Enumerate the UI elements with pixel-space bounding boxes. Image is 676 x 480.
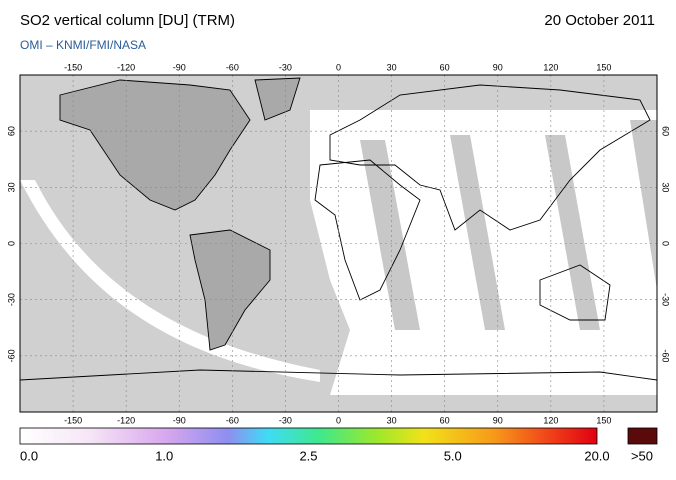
y-tick-label-right: -60 xyxy=(661,349,671,362)
x-tick-label-top: 0 xyxy=(336,62,341,72)
y-tick-label-left: 30 xyxy=(6,182,16,192)
colorbar-overflow xyxy=(627,427,658,445)
x-tick-label-top: 120 xyxy=(543,62,558,72)
colorbar-label: 20.0 xyxy=(584,448,609,463)
x-tick-label-bottom: -60 xyxy=(226,415,239,425)
swath xyxy=(545,135,600,330)
colorbar-overflow-label: >50 xyxy=(631,448,653,463)
x-tick-label-bottom: 150 xyxy=(596,415,611,425)
ticks: -150 -150 -120 -120 -90 -90 -60 -60 -30 -30 0 0 30 30… xyxy=(6,62,670,425)
colorbar-label: 5.0 xyxy=(444,448,462,463)
x-tick-label-bottom: 90 xyxy=(493,415,503,425)
y-tick-label-left: 60 xyxy=(6,126,16,136)
x-tick-label-bottom: -90 xyxy=(173,415,186,425)
x-tick-label-bottom: -30 xyxy=(279,415,292,425)
x-tick-label-top: 90 xyxy=(493,62,503,72)
x-tick-label-bottom: 0 xyxy=(336,415,341,425)
x-tick-label-top: -120 xyxy=(117,62,135,72)
x-tick-label-bottom: -120 xyxy=(117,415,135,425)
x-tick-label-bottom: 30 xyxy=(387,415,397,425)
south-america xyxy=(189,229,271,351)
colorbar-label: 0.0 xyxy=(20,448,38,463)
subtitle: OMI – KNMI/FMI/NASA xyxy=(20,38,146,52)
colorbar-labels: 0.0 1.0 2.5 5.0 20.0 xyxy=(20,448,610,463)
x-tick-label-top: 60 xyxy=(440,62,450,72)
x-tick-label-top: -150 xyxy=(64,62,82,72)
grid xyxy=(20,75,657,412)
y-tick-label-left: -30 xyxy=(6,293,16,306)
y-tick-label-right: 60 xyxy=(661,126,671,136)
antarctica xyxy=(20,369,657,381)
x-tick-label-bottom: 120 xyxy=(543,415,558,425)
y-tick-label-left: 0 xyxy=(6,241,16,246)
swath xyxy=(450,135,505,330)
title: SO2 vertical column [DU] (TRM) xyxy=(20,12,235,29)
colorbar-label: 1.0 xyxy=(155,448,173,463)
eurasia xyxy=(329,84,651,231)
x-tick-label-top: -60 xyxy=(226,62,239,72)
map-frame xyxy=(19,74,658,413)
africa xyxy=(314,159,421,301)
colorbar xyxy=(19,427,598,445)
x-tick-label-top: 150 xyxy=(596,62,611,72)
date: 20 October 2011 xyxy=(544,12,655,29)
swath xyxy=(630,120,657,290)
colorbar-label: 2.5 xyxy=(299,448,317,463)
x-tick-label-top: 30 xyxy=(387,62,397,72)
y-tick-label-right: 30 xyxy=(661,182,671,192)
greenland xyxy=(254,77,301,121)
map xyxy=(20,75,657,412)
x-tick-label-top: -90 xyxy=(173,62,186,72)
y-tick-label-right: 0 xyxy=(661,241,671,246)
x-tick-label-bottom: 60 xyxy=(440,415,450,425)
x-tick-label-bottom: -150 xyxy=(64,415,82,425)
x-tick-label-top: -30 xyxy=(279,62,292,72)
y-tick-label-right: -30 xyxy=(661,293,671,306)
australia xyxy=(539,264,611,321)
y-tick-label-left: -60 xyxy=(6,349,16,362)
